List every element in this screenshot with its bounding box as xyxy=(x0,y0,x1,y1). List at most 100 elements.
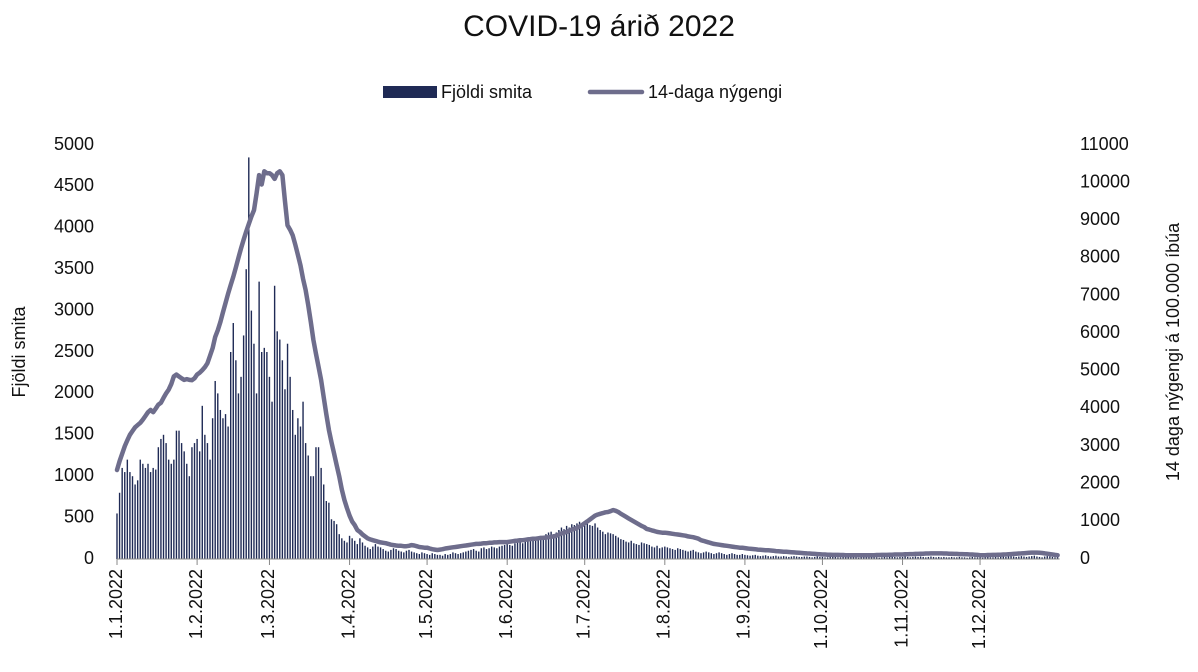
bar xyxy=(454,553,457,559)
y2-tick-label: 4000 xyxy=(1080,397,1120,417)
bar xyxy=(423,553,426,559)
bar xyxy=(956,557,958,559)
bar xyxy=(617,537,619,559)
bar xyxy=(1018,556,1020,559)
y-tick-label: 4000 xyxy=(54,217,94,237)
bar xyxy=(904,556,906,559)
bar xyxy=(524,540,526,559)
bar xyxy=(395,549,397,559)
bar xyxy=(615,535,617,559)
bar xyxy=(855,557,857,559)
bar xyxy=(599,530,601,559)
bar xyxy=(516,542,519,559)
bar xyxy=(620,539,622,559)
bar xyxy=(901,556,904,559)
bar xyxy=(744,554,746,559)
bar xyxy=(723,554,725,559)
bar xyxy=(462,552,464,559)
bar xyxy=(413,552,415,559)
bar xyxy=(1012,556,1015,559)
bar xyxy=(1005,556,1007,559)
legend-label: 14-daga nýgengi xyxy=(648,82,782,102)
bar xyxy=(658,548,661,559)
bar xyxy=(501,545,503,559)
bar xyxy=(441,555,444,559)
bar xyxy=(741,554,744,559)
bar xyxy=(865,557,868,559)
bar xyxy=(981,557,984,559)
bar xyxy=(325,501,328,559)
bar xyxy=(788,556,790,559)
bar xyxy=(739,554,741,559)
bar xyxy=(237,393,240,559)
bar xyxy=(573,525,576,559)
bar xyxy=(847,557,849,559)
bar xyxy=(126,459,129,559)
bar xyxy=(974,557,976,559)
bar xyxy=(472,549,475,559)
bar xyxy=(361,542,364,559)
bar xyxy=(1031,556,1033,559)
bar xyxy=(478,551,480,559)
x-tick-label: 1.3.2022 xyxy=(258,569,278,639)
bar xyxy=(731,553,733,559)
bar xyxy=(354,540,356,559)
bar xyxy=(922,556,924,559)
bar xyxy=(803,556,806,559)
bar xyxy=(852,557,855,559)
bar xyxy=(116,513,118,559)
bar xyxy=(1056,556,1059,559)
bar xyxy=(263,347,265,559)
bar xyxy=(806,556,808,559)
bar xyxy=(857,557,860,559)
bar xyxy=(217,393,219,559)
bar xyxy=(777,556,780,559)
bar xyxy=(563,529,565,559)
bar xyxy=(948,557,950,559)
bar xyxy=(767,556,769,559)
bar xyxy=(379,547,382,559)
bar xyxy=(969,557,971,559)
bar xyxy=(552,534,555,559)
bar xyxy=(808,556,811,559)
bar xyxy=(204,434,206,559)
bar xyxy=(726,554,728,559)
bar xyxy=(945,557,948,559)
bar xyxy=(537,539,539,559)
bar xyxy=(485,549,488,559)
bar xyxy=(162,434,165,559)
bar xyxy=(493,547,495,559)
bar xyxy=(227,426,229,559)
bar xyxy=(449,554,452,559)
bar xyxy=(540,536,542,559)
bar xyxy=(839,557,842,559)
bar xyxy=(178,430,180,559)
y-tick-label: 5000 xyxy=(54,134,94,154)
y2-tick-label: 7000 xyxy=(1080,284,1120,304)
y-axis-label: Fjöldi smita xyxy=(9,306,29,398)
bar xyxy=(850,556,852,559)
bar xyxy=(1025,556,1028,559)
bar xyxy=(186,463,188,559)
bar xyxy=(653,547,656,559)
bar xyxy=(457,554,459,559)
bar xyxy=(749,555,751,559)
bar xyxy=(157,447,160,559)
bar xyxy=(387,551,390,559)
bar xyxy=(868,557,870,559)
x-tick-label: 1.12.2022 xyxy=(969,569,989,649)
bar xyxy=(940,557,942,559)
bar xyxy=(219,409,222,559)
y2-tick-label: 1000 xyxy=(1080,510,1120,530)
bar xyxy=(121,467,123,559)
bar xyxy=(366,547,369,559)
y2-axis-label: 14 daga nýgengi á 100.000 íbúa xyxy=(1163,222,1183,481)
bar xyxy=(131,476,134,559)
y2-tick-label: 5000 xyxy=(1080,360,1120,380)
x-tick-label: 1.4.2022 xyxy=(338,569,358,639)
bar xyxy=(708,552,710,559)
bar xyxy=(374,544,377,559)
bar xyxy=(896,557,899,559)
bar xyxy=(627,542,630,559)
